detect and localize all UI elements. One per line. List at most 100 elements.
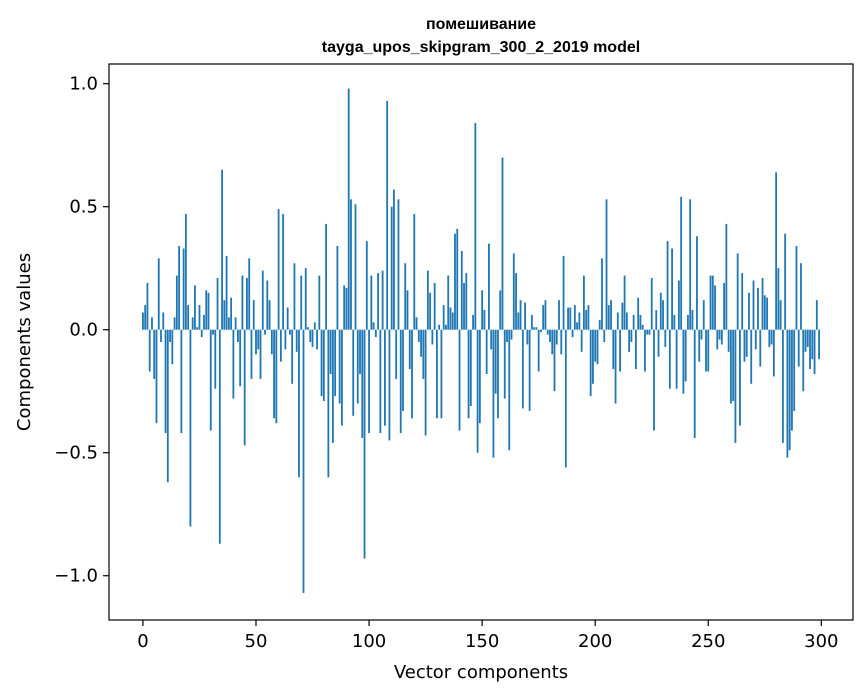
bar [741, 273, 744, 330]
bars-group [142, 88, 820, 593]
bar [546, 329, 549, 335]
bar [558, 300, 560, 330]
bar [768, 329, 771, 347]
bar [569, 307, 572, 330]
bar [795, 246, 798, 330]
bar [544, 300, 547, 330]
bar [616, 312, 619, 330]
bar [467, 329, 470, 419]
bar [705, 329, 707, 372]
bar [521, 329, 524, 409]
bar [155, 329, 158, 424]
bar [537, 329, 540, 372]
bar [800, 263, 802, 330]
bar [720, 329, 723, 345]
bar [266, 280, 269, 330]
bar [601, 258, 603, 330]
bar [370, 275, 373, 330]
bar [356, 329, 359, 404]
bar [268, 300, 271, 330]
bar [662, 300, 664, 330]
bar [166, 329, 169, 483]
bar [257, 329, 260, 350]
bar [555, 329, 558, 345]
bar [291, 329, 294, 384]
bar [184, 214, 187, 330]
bar [696, 236, 698, 330]
bar [533, 327, 536, 330]
bar [216, 278, 219, 330]
bar [655, 310, 658, 330]
bar [698, 329, 701, 362]
bar [322, 329, 325, 402]
bar [325, 223, 327, 330]
bar [709, 275, 712, 330]
bar [393, 189, 395, 330]
bar [426, 270, 429, 330]
bar [628, 329, 631, 352]
bar [797, 329, 800, 367]
bar [503, 329, 506, 399]
bar [734, 329, 737, 443]
bar [752, 280, 755, 330]
bar [164, 329, 167, 434]
bar [748, 292, 750, 330]
bar [754, 329, 757, 350]
bar [718, 329, 721, 340]
bar [632, 314, 635, 330]
bar [497, 329, 499, 419]
y-axis-ticks: −1.0 −0.5 0.0 0.5 1.0 [54, 74, 109, 587]
bar [786, 329, 789, 458]
bar [402, 329, 404, 411]
bar [175, 275, 178, 330]
bar [460, 250, 463, 330]
bar [196, 327, 199, 330]
bar [666, 241, 669, 330]
bar [352, 329, 355, 416]
bar [169, 329, 171, 342]
bar [587, 305, 590, 330]
bar [813, 329, 816, 374]
bar [793, 329, 796, 411]
bar [648, 329, 651, 335]
bar [223, 300, 226, 330]
chart-subtitle: tayga_upos_skipgram_300_2_2019 model [322, 39, 640, 56]
bar [311, 329, 314, 347]
x-tick-label: 0 [137, 631, 148, 652]
bar [377, 273, 380, 330]
bar [255, 329, 257, 355]
bar [700, 329, 703, 340]
bar [687, 314, 689, 330]
bar [490, 329, 493, 350]
bar [714, 285, 716, 330]
bar [553, 329, 556, 392]
bar [354, 204, 357, 330]
bar [248, 258, 251, 330]
bar [560, 329, 563, 355]
bar [309, 329, 312, 342]
bar [413, 214, 416, 330]
bar [612, 329, 615, 370]
bar [399, 329, 402, 434]
bar [270, 329, 273, 355]
bar [203, 314, 205, 330]
bar [424, 329, 427, 436]
bar [684, 329, 687, 382]
x-tick-label: 200 [578, 631, 612, 652]
bar [243, 329, 246, 446]
bar [431, 329, 434, 345]
bar [395, 329, 398, 379]
bar [388, 329, 391, 441]
bar [641, 324, 644, 330]
bar [806, 329, 809, 347]
bar [298, 329, 300, 478]
bar [605, 199, 608, 330]
bar [372, 322, 375, 330]
bar [456, 228, 459, 330]
bar [791, 329, 793, 431]
bar [571, 329, 574, 338]
bar [300, 275, 303, 330]
bar [173, 317, 176, 330]
bar [610, 300, 612, 330]
